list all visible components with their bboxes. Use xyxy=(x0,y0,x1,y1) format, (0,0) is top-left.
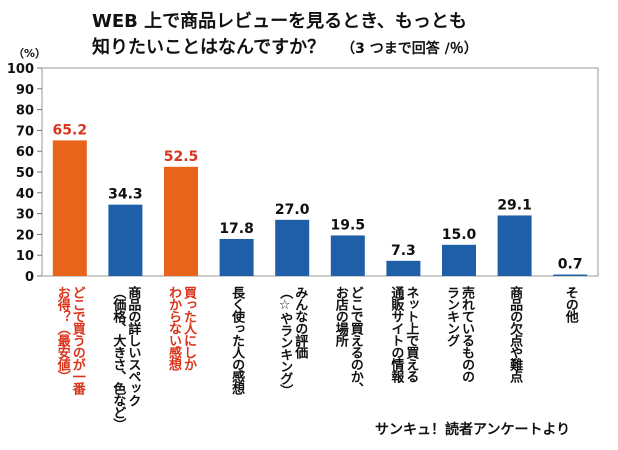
chart-note: （3 つまで回答 /％） xyxy=(341,41,478,57)
bar xyxy=(164,166,198,276)
bar xyxy=(275,219,310,276)
bar-value-label: 15.0 xyxy=(442,227,477,243)
bar-value-label: 7.3 xyxy=(391,243,416,259)
bar xyxy=(442,244,476,276)
y-tick-label: 90 xyxy=(16,83,34,98)
bar xyxy=(553,274,588,276)
bar xyxy=(330,235,365,276)
y-axis-unit: （%） xyxy=(13,47,47,60)
y-tick-label: 70 xyxy=(16,124,34,139)
bar-value-label: 29.1 xyxy=(497,197,532,213)
category-label: 商品の詳しいスペック （価格、大きさ、色など） xyxy=(110,286,141,430)
category-label: 売れているものの ランキング xyxy=(444,286,474,382)
bar-value-label: 65.2 xyxy=(53,122,88,138)
chart-title-line1: WEB 上で商品レビューを見るとき、もっとも xyxy=(92,11,467,32)
bar-value-label: 27.0 xyxy=(275,202,310,218)
chart-title-line2: 知りたいことはなんですか？ （3 つまで回答 /％） xyxy=(92,36,478,61)
bar-value-label: 17.8 xyxy=(219,221,254,237)
source-credit: サンキュ！読者アンケートより xyxy=(375,422,571,438)
category-label: どこで買えるのか、 お店の場所 xyxy=(332,286,363,394)
category-label: ネット上で買える 通販サイトの情報 xyxy=(388,286,419,382)
y-tick-label: 20 xyxy=(16,228,34,243)
y-tick-label: 40 xyxy=(16,187,34,202)
bar xyxy=(219,238,254,276)
bar-value-label: 34.3 xyxy=(108,187,143,203)
bar-value-label: 19.5 xyxy=(331,217,366,233)
y-tick-label: 30 xyxy=(16,208,34,223)
category-label: その他 xyxy=(562,286,578,322)
y-tick-label: 50 xyxy=(16,166,34,181)
bar xyxy=(386,260,421,276)
bar xyxy=(497,215,532,276)
category-label: どこで買うのが一番 お得？（最安値） xyxy=(54,286,85,394)
bar xyxy=(108,204,143,276)
category-label: みんなの評価 （☆やランキング） xyxy=(277,286,308,396)
y-tick-label: 100 xyxy=(7,62,34,77)
y-tick-label: 0 xyxy=(25,270,34,285)
y-tick-label: 80 xyxy=(16,104,34,119)
category-label: 長く使った人の感想 xyxy=(229,286,245,394)
chart-title-line2-text: 知りたいことはなんですか？ xyxy=(92,37,326,58)
category-label: 商品の欠点や難点 xyxy=(507,286,523,382)
bar-value-label: 52.5 xyxy=(164,149,199,165)
y-tick-label: 10 xyxy=(16,249,34,264)
bar xyxy=(52,140,87,276)
y-tick-label: 60 xyxy=(16,145,34,160)
category-label: 買った人にしか わからない感想 xyxy=(166,286,196,370)
bar-value-label: 0.7 xyxy=(558,257,583,273)
